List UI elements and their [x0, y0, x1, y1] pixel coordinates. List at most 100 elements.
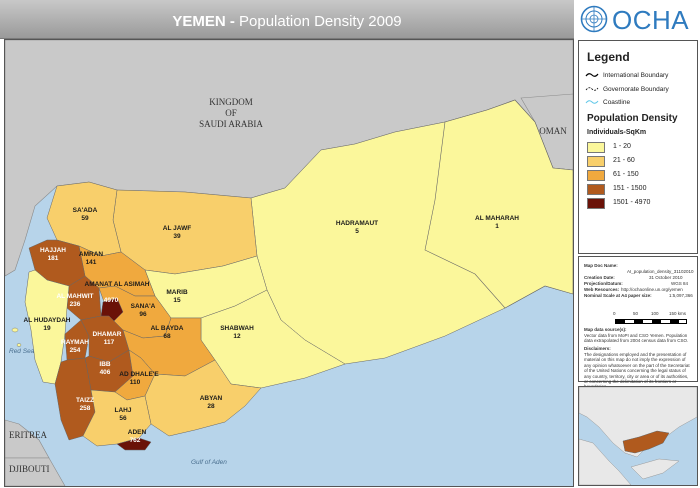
- inset-horn: [630, 458, 680, 480]
- saudi-label-1: KINGDOM: [209, 97, 253, 107]
- swatch-label-21-60: 21 - 60: [613, 157, 635, 164]
- eritrea-label: ERITREA: [9, 430, 47, 440]
- gov-label-shabwah: SHABWAH: [220, 325, 254, 332]
- gov-label-amran: AMRAN: [79, 251, 103, 258]
- gov-value-raymah: 254: [70, 347, 81, 354]
- gov-label-amanat: AMANAT AL ASIMAH: [85, 281, 150, 288]
- swatch-label-1501-4970: 1501 - 4970: [613, 199, 651, 206]
- sources-title: Map data source(s):: [584, 327, 627, 332]
- legend-international-boundary: International Boundary: [585, 72, 668, 79]
- scale-label: Nominal Scale at A4 paper size:: [584, 293, 652, 298]
- swatch-1501-4970: [587, 198, 605, 209]
- scale-tick-150: 150 kms: [669, 311, 687, 316]
- density-title: Population Density: [587, 113, 678, 124]
- map-title: YEMEN - Population Density 2009: [172, 13, 402, 30]
- swatch-1-20: [587, 142, 605, 153]
- gov-value-ad-dhalee: 110: [130, 379, 141, 386]
- saudi-label-3: SAUDI ARABIA: [199, 119, 263, 129]
- gov-value-saada: 59: [81, 215, 89, 222]
- gov-label-abyan: ABYAN: [200, 395, 223, 402]
- aden-region: [116, 437, 152, 451]
- disclaimer-title: Disclaimers:: [584, 346, 611, 351]
- gov-value-al-jawf: 39: [173, 233, 181, 240]
- scale-bar: [615, 319, 687, 324]
- scale-tick-100: 100: [651, 311, 659, 316]
- ocha-wordmark: OCHA: [612, 5, 690, 35]
- gov-label-lahj: LAHJ: [115, 407, 132, 414]
- legend-coastline: Coastline: [585, 99, 630, 106]
- gov-label-ibb: IBB: [99, 361, 111, 368]
- gov-value-aden: 762: [130, 437, 141, 444]
- ocha-logo: OCHA: [578, 4, 698, 35]
- oman-label: OMAN: [539, 126, 567, 136]
- legend-panel: Legend International Boundary Governorat…: [578, 40, 698, 254]
- gov-label-hadramaut: HADRAMAUT: [336, 220, 378, 227]
- density-unit: Individuals-SqKm: [587, 129, 647, 136]
- doc-name-value: AI_population_density_31102010: [627, 269, 694, 274]
- web-value: http://ochaonline.un.org/yemen: [621, 287, 683, 292]
- swatch-label-151-1500: 151 - 1500: [613, 185, 647, 192]
- scale-tick-0: 0: [613, 311, 616, 316]
- gov-value-sanaa: 96: [139, 311, 147, 318]
- creation-value: 31 October 2010: [649, 275, 683, 280]
- swatch-151-1500: [587, 184, 605, 195]
- saudi-label-2: OF: [225, 108, 237, 118]
- gov-label-sanaa: SANA'A: [131, 303, 156, 310]
- gov-value-marib: 15: [173, 297, 181, 304]
- swatch-21-60: [587, 156, 605, 167]
- gov-label-hajjah: HAJJAH: [40, 247, 66, 254]
- un-emblem-icon: [580, 5, 608, 33]
- island: [16, 343, 22, 347]
- gov-value-hadramaut: 5: [355, 228, 359, 235]
- disclaimer-text: The designations employed and the presen…: [584, 352, 690, 389]
- swatch-label-61-150: 61 - 150: [613, 171, 639, 178]
- gov-value-al-bayda: 68: [163, 333, 171, 340]
- projection-label: Projection/Datum:: [584, 281, 623, 286]
- yemen-map: KINGDOM OF SAUDI ARABIA OMAN ERITREA DJI…: [5, 40, 573, 486]
- creation-label: Creation Date:: [584, 275, 615, 280]
- swatch-61-150: [587, 170, 605, 181]
- gov-value-taizz: 258: [80, 405, 91, 412]
- gov-label-dhamar: DHAMAR: [93, 331, 122, 338]
- eritrea-area: [5, 419, 50, 459]
- red-sea-label: Red Sea: [9, 348, 35, 355]
- scale-value: 1:5,097,366: [669, 293, 693, 298]
- title-bar: [0, 0, 574, 39]
- gov-value-al-maharah: 1: [495, 223, 499, 230]
- gov-value-abyan: 28: [207, 403, 215, 410]
- gov-value-ibb: 406: [100, 369, 111, 376]
- gov-label-ad-dhalee: AD DHALE'E: [119, 371, 159, 378]
- governorate-boundary-icon: [585, 87, 599, 91]
- gov-label-al-hudaydah: AL HUDAYDAH: [24, 317, 71, 324]
- legend-governorate-boundary: Governorate Boundary: [585, 86, 669, 93]
- al-jawf-region: [112, 189, 258, 275]
- gov-label-taizz: TAIZZ: [76, 397, 94, 404]
- gov-value-dhamar: 117: [104, 339, 115, 346]
- gov-label-aden: ADEN: [128, 429, 147, 436]
- locator-inset-map: [578, 386, 698, 486]
- web-label: Web Resources:: [584, 287, 620, 292]
- gulf-of-aden-label: Gulf of Aden: [191, 459, 227, 466]
- gov-value-lahj: 56: [119, 415, 127, 422]
- island: [11, 327, 19, 333]
- gov-value-al-mahwit: 236: [70, 301, 81, 308]
- legend-title: Legend: [587, 50, 630, 64]
- gov-label-marib: MARIB: [166, 289, 188, 296]
- inset-africa: [579, 438, 632, 485]
- gov-label-al-bayda: AL BAYDA: [151, 325, 184, 332]
- locator-map: [579, 387, 697, 485]
- djibouti-label: DJIBOUTI: [9, 464, 50, 474]
- al-maharah-region: [424, 99, 573, 309]
- gov-value-shabwah: 12: [233, 333, 241, 340]
- projection-value: WGS 84: [671, 281, 689, 286]
- gov-label-al-mahwit: AL MAHWIT: [56, 293, 93, 300]
- gov-value-hajjah: 181: [48, 255, 59, 262]
- raymah-region: [64, 319, 90, 361]
- gov-label-al-maharah: AL MAHARAH: [475, 215, 519, 222]
- scale-tick-50: 50: [633, 311, 639, 316]
- coastline-icon: [585, 100, 599, 105]
- sources-text: Vector data from MoPI and CSO Yemen. Pop…: [584, 333, 689, 344]
- gov-value-amran: 141: [86, 259, 97, 266]
- map-info-panel: Map Doc Name: AI_population_density_3110…: [578, 256, 698, 389]
- gov-label-raymah: RAYMAH: [61, 339, 89, 346]
